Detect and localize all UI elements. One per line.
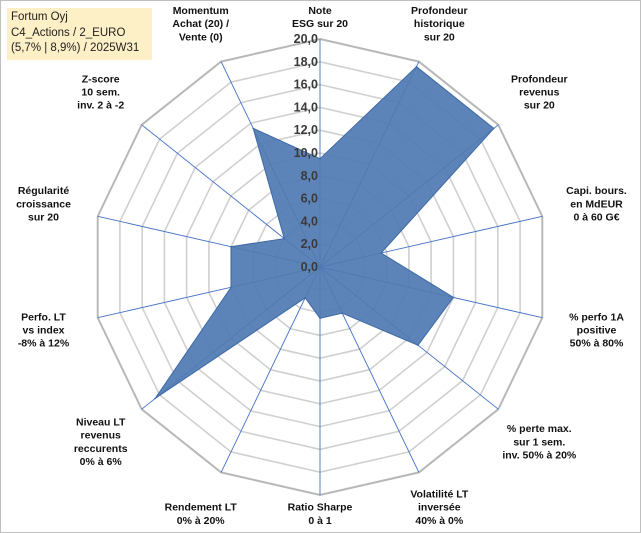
chart-header-box: Fortum Oyj C4_Actions / 2_EURO (5,7% | 8… <box>7 8 152 60</box>
axis-label-line: Perfo. LT <box>21 311 66 323</box>
axis-label-line: 50% à 80% <box>570 338 624 350</box>
axis-label-line: -8% à 12% <box>18 338 70 350</box>
data-point <box>319 317 321 320</box>
axis-label-line: Régularité <box>18 185 70 197</box>
data-point <box>452 296 455 299</box>
axis-label: Ratio Sharpe 0 à 1 <box>288 502 353 527</box>
data-point <box>230 286 232 289</box>
axis-label-line: positive <box>577 325 617 337</box>
axis-label-line: sur 20 <box>28 212 59 224</box>
axis-label-line: vs index <box>22 325 64 337</box>
axis-label: Niveau LT revenus reccurents 0% à 6% <box>74 417 128 469</box>
axis-label: Volatilité LT inversée 40% à 0% <box>410 488 469 526</box>
axis-label-line: Z-score <box>82 73 120 85</box>
axis-label-line: sur 20 <box>524 100 555 112</box>
axis-label: % perfo 1A positive 50% à 80% <box>569 311 624 349</box>
series-area <box>154 66 495 399</box>
radial-tick-label: 4,0 <box>301 214 318 228</box>
axis-label-line: Achat (20) / <box>172 18 229 30</box>
axis-label: Perfo. LT vs index -8% à 12% <box>18 311 70 349</box>
axis-label-line: revenus <box>519 87 559 99</box>
axis-label: Profondeur revenus sur 20 <box>511 73 568 111</box>
axis-label-line: Profondeur <box>511 73 568 85</box>
radial-tick-label: 16,0 <box>294 78 318 92</box>
radial-tick-label: 10,0 <box>294 146 318 160</box>
axis-label-line: % perfo 1A <box>569 311 624 323</box>
data-point <box>493 127 495 130</box>
axis-label: Capi. bours. en MdEUR 0 à 60 G€ <box>566 185 627 223</box>
axis-label-line: historique <box>414 18 465 30</box>
axis-label-line: 0 à 1 <box>308 515 332 527</box>
data-point <box>252 127 254 130</box>
axis-label-line: 0 à 60 G€ <box>573 212 619 224</box>
axis-label-line: 0% à 20% <box>177 515 226 527</box>
axis-label-line: Capi. bours. <box>566 185 627 197</box>
data-point <box>417 344 419 347</box>
axis-label-line: Profondeur <box>411 5 468 17</box>
axis-label: Profondeur historique sur 20 <box>411 5 468 43</box>
axis-label: Momentum Achat (20) / Vente (0) <box>172 5 229 43</box>
axis-label-line: sur 20 <box>424 31 455 43</box>
category-line: C4_Actions / 2_EURO <box>11 26 126 39</box>
data-point <box>154 397 156 400</box>
axis-label-line: Vente (0) <box>179 31 223 43</box>
radial-tick-label: 8,0 <box>301 169 318 183</box>
axis-label-line: 0% à 6% <box>80 456 123 468</box>
axis-label-line: sur 1 sem. <box>513 436 565 448</box>
axis-label-line: Volatilité LT <box>410 488 469 500</box>
data-point <box>341 312 344 315</box>
axis-label-line: Momentum <box>173 5 229 17</box>
axis-label: Note ESG sur 20 <box>292 5 348 30</box>
axis-label-line: reccurents <box>74 443 128 455</box>
axis-label-line: Rendement LT <box>165 502 238 514</box>
radial-tick-label: 2,0 <box>301 237 318 251</box>
radial-tick-label: 6,0 <box>301 192 318 206</box>
radial-tick-label: 20,0 <box>294 32 318 46</box>
radar-series <box>154 65 495 400</box>
axis-label-line: 10 sem. <box>81 87 120 99</box>
radial-tick-label: 12,0 <box>294 123 318 137</box>
axis-label: Rendement LT 0% à 20% <box>165 502 238 527</box>
data-point <box>380 252 382 254</box>
axis-label-line: revenus <box>81 430 121 442</box>
data-point <box>415 65 418 68</box>
data-point <box>304 297 307 299</box>
axis-label-line: en MdEUR <box>570 198 623 210</box>
axis-label-line: croissance <box>16 198 71 210</box>
data-point <box>319 157 321 160</box>
axis-spoke <box>220 266 321 473</box>
data-point <box>230 245 232 248</box>
radial-tick-labels: 0,0 2,0 4,0 6,0 8,0 10,0 12,0 14,0 16,0 18,0 20,0 <box>294 32 318 274</box>
radial-tick-label: 18,0 <box>294 55 318 69</box>
axis-label: % perte max. sur 1 sem. inv. 50% à 20% <box>502 423 577 461</box>
axis-label-line: ESG sur 20 <box>292 18 348 30</box>
axis-label-line: % perte max. <box>507 423 572 435</box>
axis-label-line: inversée <box>418 502 461 514</box>
axis-label-line: inv. 50% à 20% <box>502 450 577 462</box>
axis-label-line: inv. 2 à -2 <box>77 100 124 112</box>
axis-label-line: 40% à 0% <box>415 515 464 527</box>
stats-line: (5,7% | 8,9%) / 2025W31 <box>11 42 140 54</box>
data-point <box>283 237 286 240</box>
radial-tick-label: 14,0 <box>294 100 318 114</box>
axis-label: Régularité croissance sur 20 <box>16 185 71 223</box>
company-name: Fortum Oyj <box>11 11 68 23</box>
radial-tick-label: 0,0 <box>301 260 318 274</box>
axis-label-line: Niveau LT <box>76 417 126 429</box>
axis-label-line: Note <box>308 5 331 17</box>
axis-label: Z-score 10 sem. inv. 2 à -2 <box>77 73 124 111</box>
axis-label-line: Ratio Sharpe <box>288 502 353 514</box>
